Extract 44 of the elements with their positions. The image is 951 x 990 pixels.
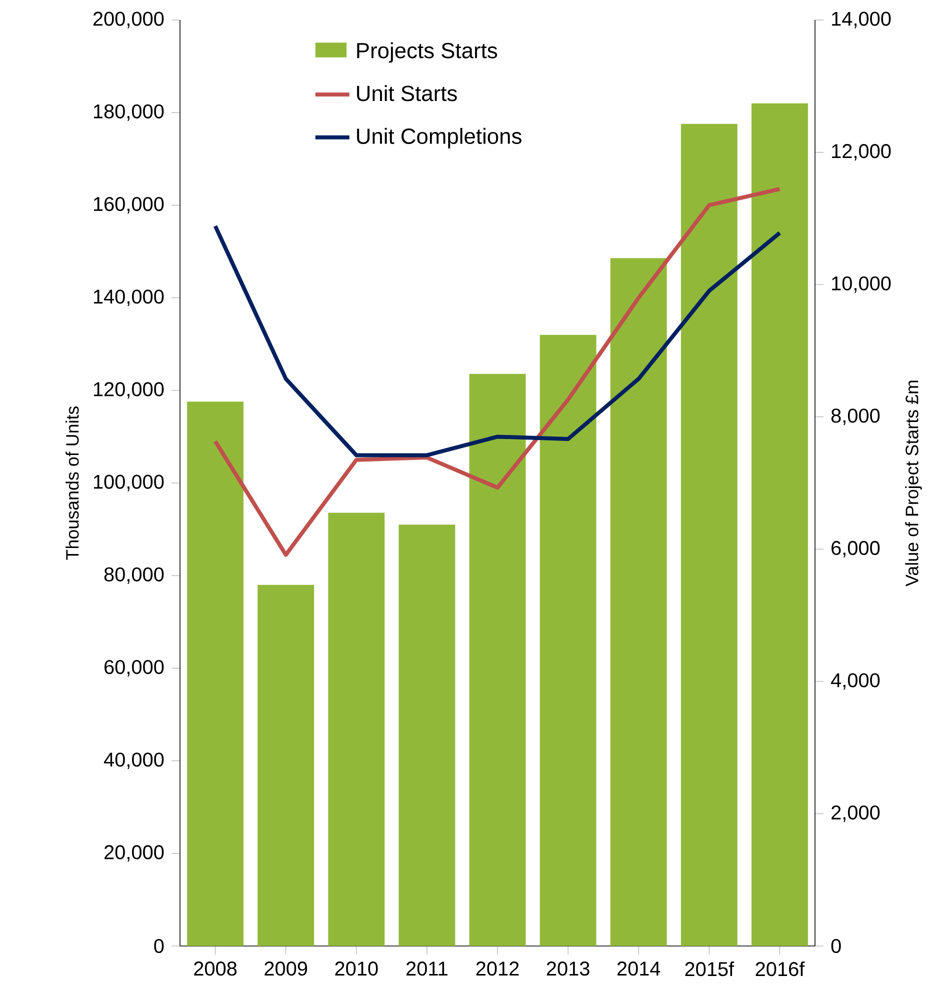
bar xyxy=(680,124,738,946)
y2-tick-label: 6,000 xyxy=(832,540,880,558)
x-tick-label: 2008 xyxy=(194,962,237,976)
y-axis-title: Thousands of Units xyxy=(66,406,79,560)
legend-label: Projects Starts xyxy=(357,42,498,63)
y2-tick-label: 8,000 xyxy=(831,408,880,426)
bar xyxy=(752,103,808,946)
x-tick-label: 2012 xyxy=(476,962,519,976)
y-tick-label: 160,000 xyxy=(94,196,164,214)
y2-tick-label: 0 xyxy=(831,938,841,954)
x-tick-label: 2013 xyxy=(546,962,590,976)
y-tick-label: 80,000 xyxy=(104,567,164,584)
y2-axis-title: Value of Project Starts £m xyxy=(905,380,922,586)
line-series xyxy=(213,186,782,557)
y-tick-label: 120,000 xyxy=(94,382,164,399)
y2-tick-label: 10,000 xyxy=(832,276,891,293)
bar xyxy=(540,334,596,946)
x-tick-label: 2011 xyxy=(406,962,448,976)
x-tick-label: 2016f xyxy=(756,962,805,976)
y2-tick-label: 14,000 xyxy=(832,12,891,28)
bar xyxy=(187,402,244,946)
bar xyxy=(469,374,526,946)
y-tick-label: 40,000 xyxy=(104,752,164,770)
y-tick-label: 200,000 xyxy=(93,12,164,28)
legend-label: Unit Completions xyxy=(357,128,522,148)
x-tick-label: 2010 xyxy=(335,962,378,976)
y-tick-label: 20,000 xyxy=(104,845,164,862)
bar xyxy=(328,512,385,946)
x-tick-label: 2015f xyxy=(685,962,734,976)
y-tick-label: 0 xyxy=(154,938,164,954)
y2-tick-label: 4,000 xyxy=(831,673,880,690)
y-tick-label: 180,000 xyxy=(94,104,164,121)
bar xyxy=(610,258,667,946)
x-tick-label: 2009 xyxy=(264,962,308,976)
bar xyxy=(398,524,456,946)
y-tick-label: 60,000 xyxy=(104,660,164,676)
y2-tick-label: 12,000 xyxy=(832,144,891,161)
y-tick-label: 100,000 xyxy=(94,474,164,492)
legend-label: Unit Starts xyxy=(357,85,457,102)
y-tick-label: 140,000 xyxy=(94,290,164,306)
x-tick-label: 2014 xyxy=(617,962,660,976)
y2-tick-label: 2,000 xyxy=(832,805,880,822)
bar xyxy=(258,584,314,946)
line-series xyxy=(213,224,782,458)
